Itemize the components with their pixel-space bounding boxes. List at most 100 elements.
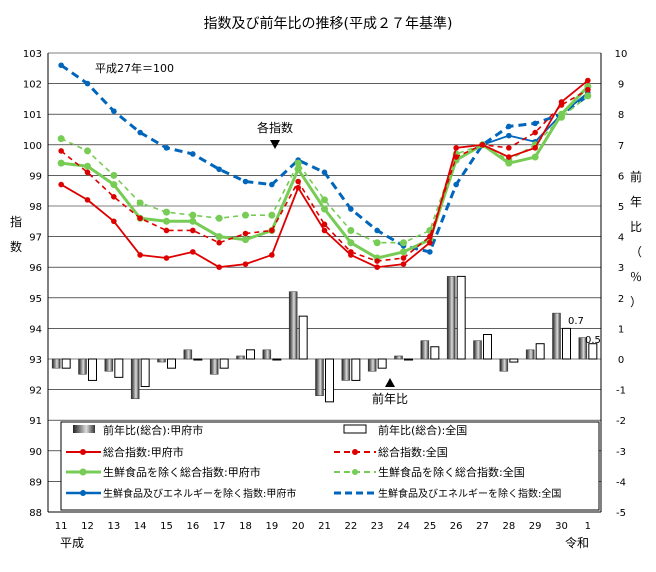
series-point [136, 199, 144, 207]
series-point [532, 145, 538, 151]
series-point [400, 248, 407, 256]
series-point [558, 110, 565, 118]
right-axis-label-char: 年 [630, 195, 642, 209]
x-tick-label: 18 [239, 521, 252, 532]
series-point [585, 86, 591, 93]
left-tick-label: 88 [29, 508, 42, 519]
left-tick-label: 97 [29, 233, 42, 244]
series-point [163, 217, 170, 225]
legend-yoy-zenkoku: 前年比(総合):全国 [378, 423, 467, 437]
legend-marker-seisen-zenkoku [352, 469, 358, 475]
x-tick-label: 23 [371, 521, 384, 532]
left-tick-label: 90 [29, 447, 42, 458]
series-point [216, 239, 222, 246]
left-tick-label: 98 [29, 202, 42, 213]
series-point [506, 123, 512, 130]
left-axis-label-char: 指 [10, 214, 22, 229]
left-axis-label: 指 数 [10, 214, 22, 254]
left-tick-label: 93 [29, 355, 42, 366]
left-tick-label: 95 [29, 294, 42, 305]
series-point [453, 145, 459, 151]
series-point [506, 154, 512, 160]
series-point [84, 147, 91, 155]
base-note: 平成27年＝100 [95, 61, 174, 75]
series-point [348, 206, 354, 212]
series-line [482, 92, 589, 146]
yoy-bar-kofu [420, 340, 430, 360]
series-point [215, 214, 223, 222]
yoy-bar-kofu [104, 358, 114, 372]
series-point [558, 99, 565, 105]
yoy-bar-national [562, 327, 571, 360]
series-point [321, 227, 328, 234]
series-point [295, 178, 301, 185]
yoy-bar-national [88, 358, 97, 381]
yoy-bar-kofu [236, 355, 245, 360]
yoy-bar-kofu [578, 337, 588, 360]
yoy-bar-national [167, 358, 176, 369]
legend-marker-sogo-kofu [80, 449, 86, 455]
x-tick-label: 20 [292, 521, 305, 532]
right-tick-label: 9 [618, 80, 624, 91]
series-point [479, 142, 486, 148]
series-point [453, 181, 459, 188]
yoy-bar-national [509, 358, 519, 363]
left-tick-label: 91 [29, 416, 42, 427]
series-point [506, 132, 512, 139]
x-tick-label: 17 [213, 521, 226, 532]
series-point [242, 261, 249, 267]
left-tick-label: 92 [29, 386, 42, 397]
era-end-label: 令和 [565, 535, 589, 550]
x-tick-label: 15 [160, 521, 173, 532]
series-point [58, 148, 64, 154]
index-arrow-label: 各指数 [257, 120, 293, 135]
series-point [57, 159, 65, 167]
legend-marker-sogo-zenkoku [352, 449, 358, 455]
right-tick-label: 7 [618, 141, 624, 152]
yoy-bar-kofu [394, 355, 403, 360]
x-tick-label: 13 [107, 521, 120, 532]
legend-sogo-kofu: 総合指数:甲府市 [103, 445, 184, 459]
series-point [269, 181, 275, 188]
right-axis-label-char: 前 [630, 169, 642, 184]
legend-marker-energy-kofu [80, 490, 86, 496]
left-tick-label: 89 [29, 477, 42, 488]
series-point [137, 215, 143, 222]
series-point [163, 255, 170, 261]
last-kofu-yoy-label: 0.7 [568, 316, 584, 327]
series-line [60, 95, 589, 244]
x-tick-label: 16 [186, 521, 199, 532]
yoy-bar-national [535, 343, 545, 360]
yoy-bar-national [404, 358, 413, 361]
series-point [532, 129, 538, 136]
yoy-bar-kofu [51, 358, 61, 369]
yoy-bar-kofu [341, 358, 351, 381]
series-point [215, 233, 223, 241]
yoy-bar-kofu [367, 358, 377, 372]
legend-energy-zenkoku: 生鮮食品及びエネルギーを除く指数:全国 [378, 487, 561, 500]
right-tick-label: 5 [618, 202, 624, 213]
left-tick-label: 103 [23, 49, 42, 60]
series-point [84, 197, 91, 203]
index-arrow-icon [270, 140, 280, 149]
chart-title: 指数及び前年比の推移(平成２７年基準) [204, 15, 453, 32]
right-axis-label: 前 年 比 （ ％ ） [630, 169, 642, 309]
right-tick-label: 6 [618, 171, 624, 182]
left-tick-label: 96 [29, 263, 42, 274]
series-point [269, 227, 275, 234]
right-tick-label: 4 [618, 233, 624, 244]
yoy-bar-national [430, 346, 440, 360]
left-tick-label: 99 [29, 171, 42, 182]
yoy-arrow-label: 前年比 [372, 391, 408, 406]
series-point [57, 135, 65, 143]
series-point [190, 249, 196, 255]
series-point [584, 92, 592, 100]
legend-energy-kofu: 生鮮食品及びエネルギーを除く指数:甲府市 [103, 487, 296, 500]
index-lines [57, 62, 592, 271]
yoy-bar-kofu [499, 358, 509, 372]
yoy-bar-kofu [183, 349, 193, 360]
series-point [242, 236, 249, 244]
last-national-yoy-label: 0.5 [585, 335, 601, 346]
yoy-bar-kofu [315, 358, 324, 396]
